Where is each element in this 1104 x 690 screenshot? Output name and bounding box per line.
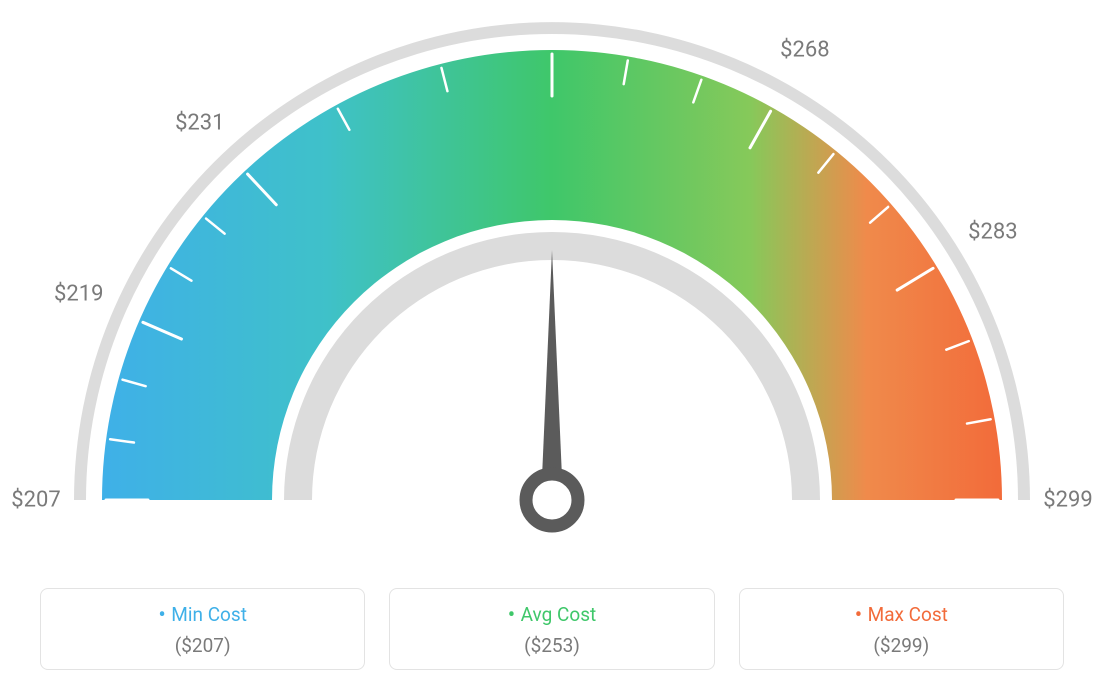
gauge-tick-label: $231 [175, 110, 224, 135]
gauge-tick-label: $268 [780, 38, 829, 63]
gauge-svg [0, 0, 1104, 560]
gauge-tick-label: $299 [1043, 488, 1092, 513]
legend-card-min: Min Cost ($207) [40, 588, 365, 670]
gauge-tick-label: $283 [968, 219, 1017, 244]
legend-title-max: Max Cost [740, 603, 1063, 628]
legend-row: Min Cost ($207) Avg Cost ($253) Max Cost… [0, 588, 1104, 670]
legend-value-max: ($299) [740, 634, 1063, 657]
legend-value-avg: ($253) [390, 634, 713, 657]
gauge-chart: $207$219$231$253$268$283$299 [0, 0, 1104, 560]
legend-card-max: Max Cost ($299) [739, 588, 1064, 670]
legend-title-min: Min Cost [41, 603, 364, 628]
gauge-tick-label: $207 [11, 488, 60, 513]
legend-title-avg: Avg Cost [390, 603, 713, 628]
legend-value-min: ($207) [41, 634, 364, 657]
legend-card-avg: Avg Cost ($253) [389, 588, 714, 670]
gauge-tick-label: $219 [54, 282, 103, 307]
